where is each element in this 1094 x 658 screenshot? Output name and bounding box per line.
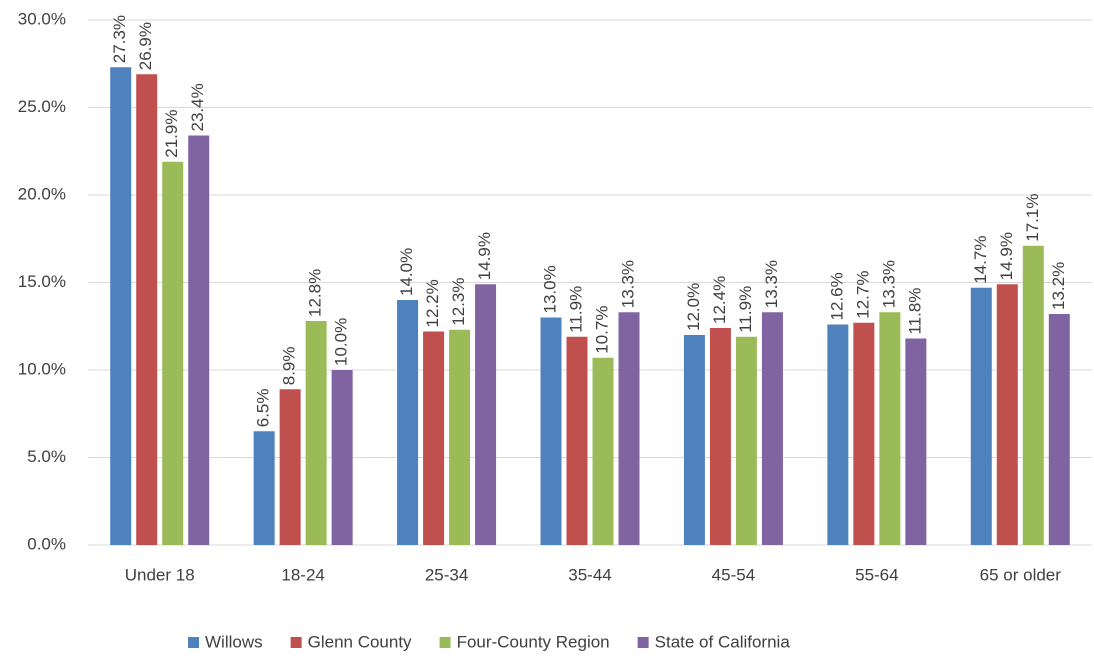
bar bbox=[475, 284, 497, 545]
bar bbox=[735, 336, 757, 545]
bar bbox=[853, 322, 875, 545]
data-label: 21.9% bbox=[162, 110, 181, 158]
bar bbox=[331, 370, 353, 545]
y-tick-label: 30.0% bbox=[18, 9, 66, 28]
data-label: 8.9% bbox=[280, 347, 299, 386]
data-label: 11.8% bbox=[905, 288, 924, 335]
y-tick-label: 25.0% bbox=[18, 97, 66, 116]
data-label: 12.4% bbox=[710, 276, 729, 324]
data-label: 14.9% bbox=[475, 232, 494, 280]
bar bbox=[162, 161, 184, 545]
data-label: 14.0% bbox=[397, 248, 416, 296]
bar bbox=[592, 357, 614, 545]
data-label: 13.3% bbox=[618, 260, 637, 308]
x-tick-label: 55-64 bbox=[855, 565, 898, 584]
data-label: 11.9% bbox=[566, 286, 585, 333]
bar bbox=[709, 328, 731, 545]
bar bbox=[397, 300, 419, 545]
x-tick-label: 25-34 bbox=[425, 565, 468, 584]
legend-label: State of California bbox=[655, 632, 791, 651]
data-label: 6.5% bbox=[254, 389, 273, 428]
bar bbox=[279, 389, 301, 545]
data-label: 12.7% bbox=[853, 271, 872, 319]
bar bbox=[1022, 245, 1044, 545]
legend-swatch bbox=[637, 637, 649, 648]
data-label: 10.7% bbox=[592, 306, 611, 354]
bar bbox=[188, 135, 210, 545]
data-label: 12.2% bbox=[423, 279, 442, 327]
bar bbox=[136, 74, 158, 545]
data-label: 27.3% bbox=[110, 15, 129, 63]
legend-swatch bbox=[188, 637, 199, 648]
y-tick-label: 10.0% bbox=[18, 359, 66, 378]
bar bbox=[110, 67, 132, 545]
data-label: 12.6% bbox=[827, 272, 846, 320]
x-tick-label: 65 or older bbox=[980, 565, 1062, 584]
data-label: 13.3% bbox=[879, 260, 898, 308]
bar bbox=[761, 312, 783, 545]
data-label: 10.0% bbox=[332, 318, 351, 366]
data-label: 13.3% bbox=[762, 260, 781, 308]
x-tick-label: Under 18 bbox=[125, 565, 195, 584]
data-label: 12.3% bbox=[449, 278, 468, 326]
data-label: 23.4% bbox=[188, 83, 207, 131]
data-label: 17.1% bbox=[1023, 194, 1042, 242]
bar bbox=[305, 321, 327, 545]
legend-label: Glenn County bbox=[308, 632, 412, 651]
data-label: 11.9% bbox=[736, 286, 755, 333]
bar bbox=[253, 431, 275, 545]
legend-label: Willows bbox=[205, 632, 263, 651]
legend-label: Four-County Region bbox=[457, 632, 610, 651]
y-tick-label: 20.0% bbox=[18, 184, 66, 203]
bar bbox=[970, 287, 992, 545]
bar bbox=[566, 336, 588, 545]
data-label: 13.0% bbox=[540, 265, 559, 313]
bar bbox=[996, 284, 1018, 545]
bar bbox=[449, 329, 471, 545]
x-tick-label: 18-24 bbox=[281, 565, 324, 584]
x-tick-label: 45-54 bbox=[712, 565, 755, 584]
y-tick-label: 5.0% bbox=[27, 447, 66, 466]
y-tick-label: 15.0% bbox=[18, 272, 66, 291]
bar bbox=[423, 331, 445, 545]
legend-swatch bbox=[439, 637, 451, 648]
y-tick-label: 0.0% bbox=[27, 534, 66, 553]
data-label: 14.9% bbox=[997, 232, 1016, 280]
x-tick-label: 35-44 bbox=[568, 565, 611, 584]
bar bbox=[683, 335, 705, 545]
bar bbox=[879, 312, 901, 545]
data-label: 13.2% bbox=[1049, 262, 1068, 310]
legend-swatch bbox=[290, 637, 302, 648]
bar bbox=[827, 324, 849, 545]
data-label: 12.8% bbox=[306, 269, 325, 317]
bar bbox=[905, 338, 927, 545]
data-label: 26.9% bbox=[136, 22, 155, 70]
bar bbox=[618, 312, 640, 545]
data-label: 12.0% bbox=[684, 283, 703, 331]
bar bbox=[540, 317, 562, 545]
data-label: 14.7% bbox=[971, 236, 990, 284]
bar bbox=[1048, 314, 1070, 545]
